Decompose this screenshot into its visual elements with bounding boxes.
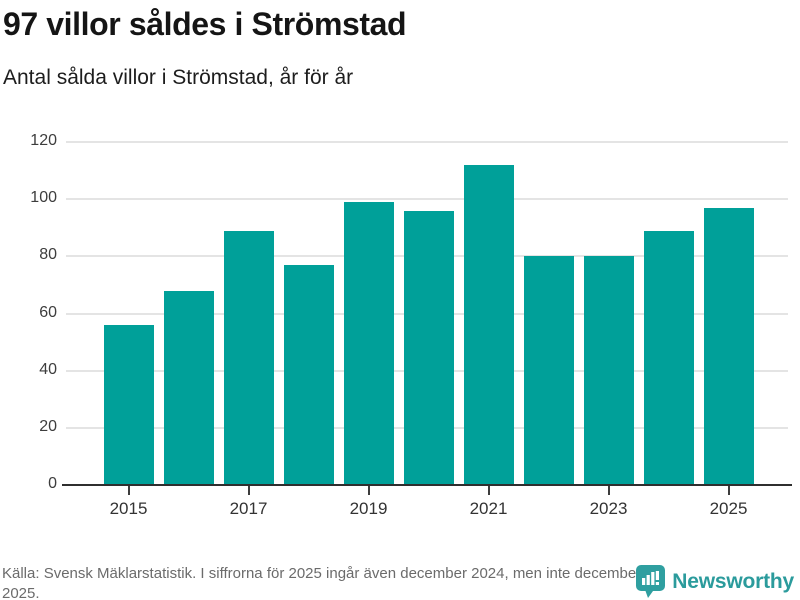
x-axis-line xyxy=(62,484,792,486)
bar-2017 xyxy=(223,230,274,485)
x-tick-2015 xyxy=(127,486,130,495)
bar-2023 xyxy=(583,256,634,485)
y-axis-label-120: 120 xyxy=(30,132,57,149)
bar-2018 xyxy=(283,264,334,485)
page-title: 97 villor såldes i Strömstad xyxy=(3,6,407,42)
source-note: Källa: Svensk Mäklarstatistik. I siffror… xyxy=(2,565,642,600)
bar-2019 xyxy=(343,202,394,485)
bar-2015 xyxy=(103,324,154,485)
y-axis-label-80: 80 xyxy=(39,246,57,264)
x-axis-label-2017: 2017 xyxy=(229,499,268,518)
newsworthy-wordmark: Newsworthy xyxy=(672,570,794,593)
x-tick-2019 xyxy=(367,486,370,495)
y-axis-label-60: 60 xyxy=(39,303,57,321)
gridline-120 xyxy=(66,141,788,143)
x-axis-label-2019: 2019 xyxy=(349,499,388,518)
x-tick-2017 xyxy=(247,486,250,495)
y-axis-label-20: 20 xyxy=(39,417,57,435)
y-axis-label-0: 0 xyxy=(48,475,57,492)
x-axis-label-2015: 2015 xyxy=(109,499,148,518)
newsworthy-bubble-icon xyxy=(636,565,666,599)
y-axis-label-100: 100 xyxy=(30,189,57,207)
x-tick-2025 xyxy=(727,486,730,495)
bar-2021 xyxy=(463,164,514,485)
bar-2020 xyxy=(403,210,454,485)
x-tick-2021 xyxy=(487,486,490,495)
page-subtitle: Antal sålda villor i Strömstad, år för å… xyxy=(3,66,354,89)
x-axis-label-2023: 2023 xyxy=(589,499,628,518)
bar-2025 xyxy=(703,207,754,485)
y-axis-label-40: 40 xyxy=(39,360,57,378)
newsworthy-logo[interactable]: Newsworthy xyxy=(636,565,794,599)
bar-2024 xyxy=(643,230,694,485)
bar-2022 xyxy=(523,256,574,485)
x-axis-label-2025: 2025 xyxy=(709,499,748,518)
x-axis-label-2021: 2021 xyxy=(469,499,508,518)
gridline-100 xyxy=(66,198,788,201)
bar-2016 xyxy=(163,290,214,485)
x-tick-2023 xyxy=(607,486,610,495)
